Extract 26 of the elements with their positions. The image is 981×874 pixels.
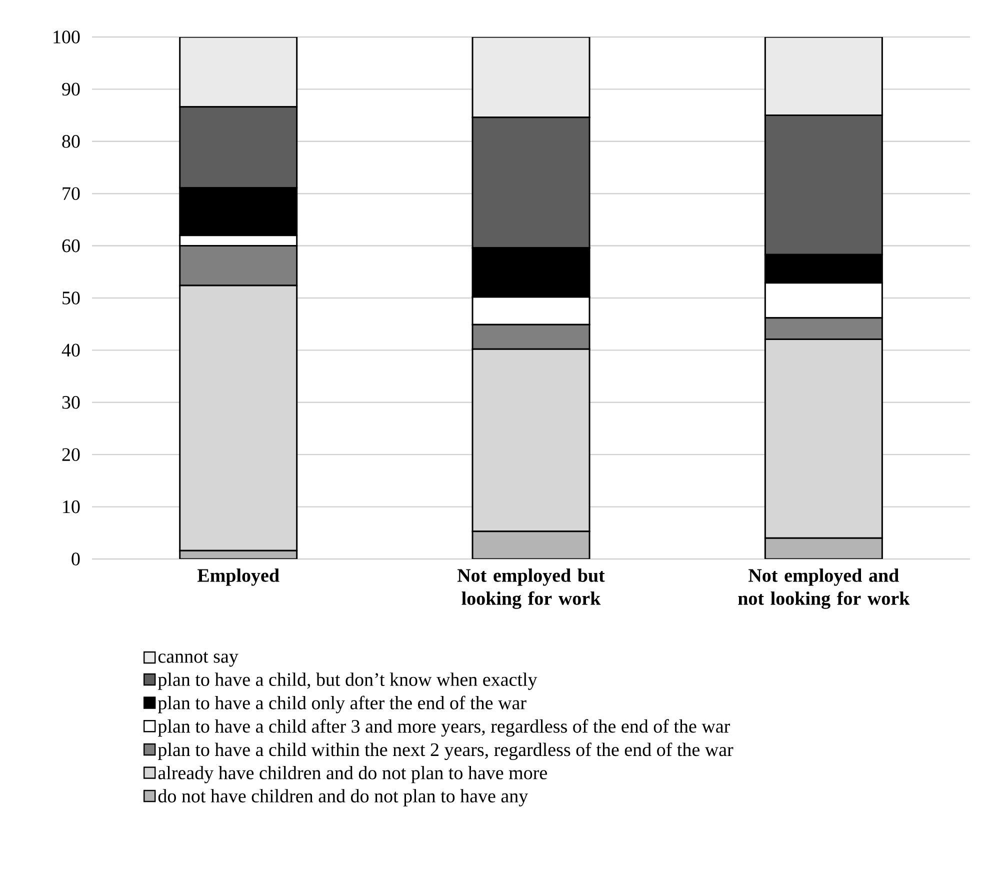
y-tick-label: 40	[62, 344, 80, 357]
y-tick-label: 80	[62, 134, 80, 148]
legend-label: already have children and do not plan to have more	[158, 766, 547, 784]
y-tick-label: 70	[62, 187, 80, 200]
legend-label: do not have children and do not plan to have any	[158, 789, 528, 806]
bar	[179, 36, 298, 108]
legend-label: plan to have a child, but don’t know when exactly	[158, 672, 538, 690]
y-tick-label: 60	[62, 239, 80, 252]
y-tick-label: 10	[63, 500, 80, 514]
bar	[472, 36, 590, 118]
y-tick-label: 20	[62, 448, 80, 461]
bar	[764, 537, 883, 559]
x-tick-label: Employed	[197, 568, 280, 586]
bar	[764, 36, 883, 116]
legend-label: plan to have a child only after the end of the war	[158, 696, 526, 714]
y-tick-label: 50	[62, 292, 80, 304]
y-tick-label: 0	[72, 552, 80, 566]
x-tick-label: Not employed but looking for work	[457, 568, 605, 609]
legend-label: plan to have a child within the next 2 years, regardless of the end of the war	[158, 742, 734, 760]
y-tick-label: 100	[54, 30, 80, 44]
legend-label: cannot say	[158, 652, 238, 667]
x-tick-label: Not employed and not looking for work	[738, 568, 910, 609]
y-tick-label: 90	[62, 82, 80, 96]
y-tick-label: 30	[62, 396, 80, 409]
bar	[472, 530, 590, 559]
legend-label: plan to have a child after 3 and more years, regardless of the end of the war	[158, 719, 730, 737]
